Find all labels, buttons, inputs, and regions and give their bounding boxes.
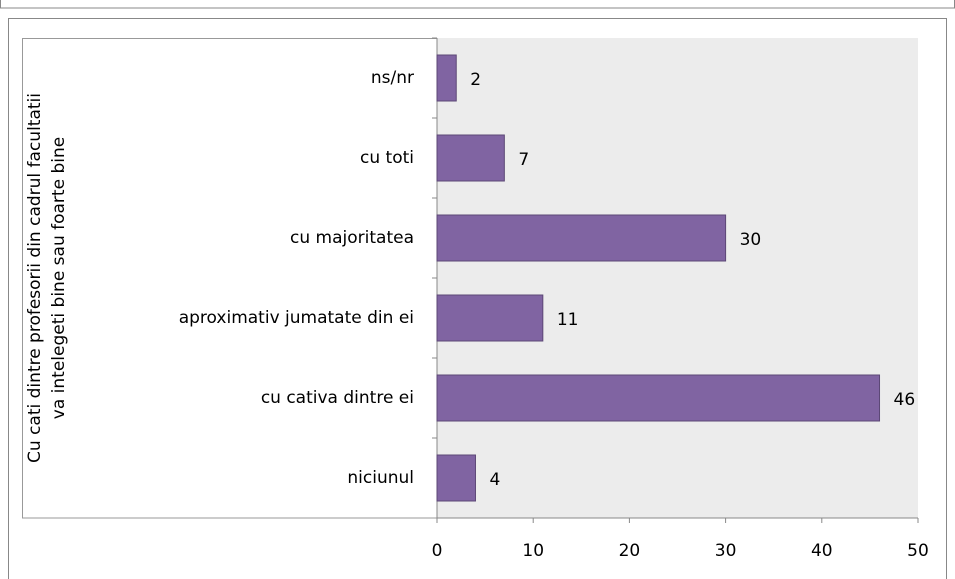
bar — [436, 454, 476, 502]
x-tick-label: 0 — [432, 541, 443, 561]
data-label: 4 — [489, 470, 500, 490]
data-label: 7 — [518, 150, 529, 170]
bar — [436, 214, 727, 262]
y-axis-title-line: va intelegeti bine sau foarte bine — [49, 137, 69, 419]
y-tick-label: cu majoritatea — [290, 228, 414, 248]
y-tick-label: cu toti — [360, 148, 414, 168]
y-tick-label: cu cativa dintre ei — [261, 388, 414, 408]
x-tick-label: 50 — [907, 541, 929, 561]
data-label: 46 — [894, 390, 916, 410]
bar — [436, 54, 457, 102]
bar — [436, 374, 881, 422]
y-tick-label: ns/nr — [371, 68, 414, 88]
label-area — [22, 38, 438, 519]
y-axis-title-line: Cu cati dintre profesorii din cadrul fac… — [25, 93, 45, 463]
x-tick-label: 30 — [715, 541, 737, 561]
bar — [436, 134, 505, 182]
data-label: 11 — [557, 310, 579, 330]
data-label: 2 — [470, 70, 481, 90]
data-label: 30 — [740, 230, 762, 250]
x-tick-label: 20 — [619, 541, 641, 561]
y-tick-label: aproximativ jumatate din ei — [179, 308, 414, 328]
x-tick-label: 40 — [811, 541, 833, 561]
y-axis-title: Cu cati dintre profesorii din cadrul fac… — [25, 93, 69, 463]
bar — [436, 294, 544, 342]
plot-area — [437, 38, 918, 518]
x-tick-label: 10 — [522, 541, 544, 561]
y-tick-label: niciunul — [347, 468, 414, 488]
top-frame — [0, 0, 955, 9]
